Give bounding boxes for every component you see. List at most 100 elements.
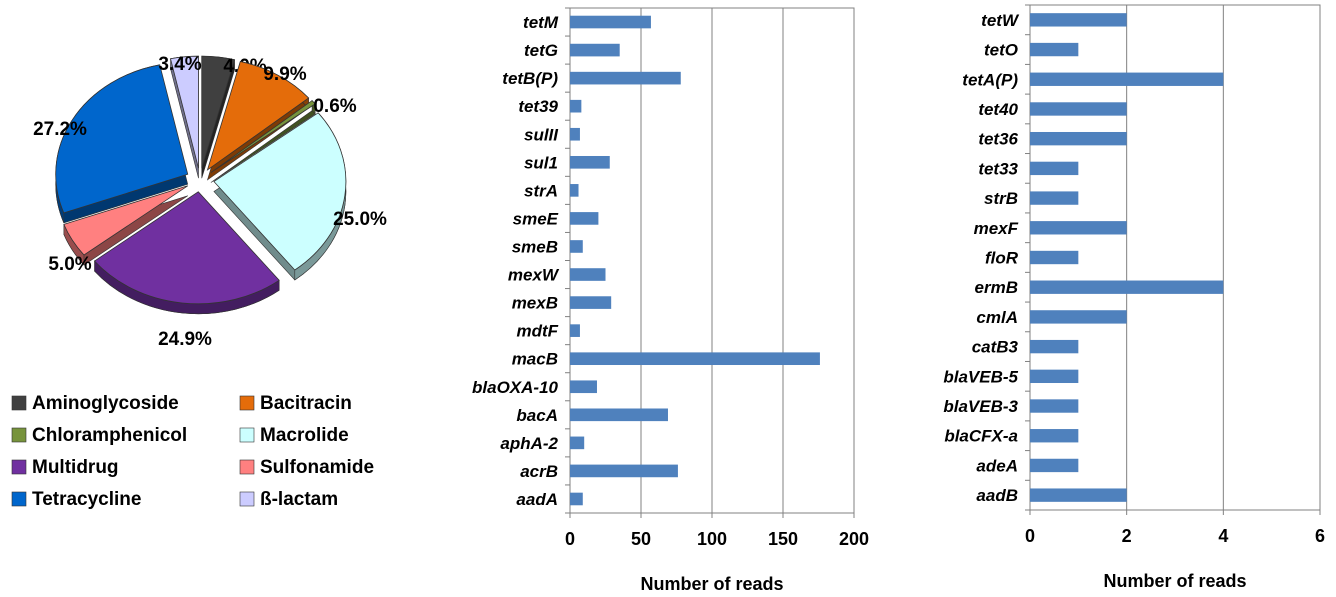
legend-label: Chloramphenicol	[32, 425, 187, 446]
category-label-tet40: tet40	[978, 100, 1018, 119]
bar-adea	[1030, 458, 1079, 473]
legend-item-tetracycline: Tetracycline	[11, 489, 141, 510]
x-tick-label: 50	[631, 529, 651, 549]
bar-tetm	[570, 15, 651, 29]
x-axis-title: Number of reads	[640, 574, 783, 594]
legend-item-bacitracin: Bacitracin	[239, 393, 352, 414]
x-tick-label: 6	[1315, 526, 1325, 546]
x-tick-label: 2	[1122, 526, 1132, 546]
category-label-ermb: ermB	[975, 278, 1018, 297]
bar-blaveb-5	[1030, 369, 1079, 384]
category-label-blaveb-5: blaVEB-5	[943, 367, 1018, 386]
legend-item-lactam: ß-lactam	[239, 489, 338, 510]
pie-label-chloramphenicol: 0.6%	[313, 96, 356, 117]
category-label-adea: adeA	[976, 456, 1018, 475]
bar-blaveb-3	[1030, 399, 1079, 413]
pie-label-sulfonamide: 5.0%	[48, 254, 91, 275]
category-label-blaoxa-10: blaOXA-10	[472, 378, 559, 397]
legend-swatch	[239, 459, 255, 475]
pie-label-bacitracin: 9.9%	[263, 64, 306, 85]
bar-tet33	[1030, 161, 1079, 176]
category-label-aadb: aadB	[976, 486, 1018, 505]
legend-swatch	[239, 491, 255, 507]
bar-sul1	[570, 155, 610, 169]
pie-label-tetracycline: 27.2%	[33, 119, 87, 140]
bar-chart-right: 0 2 4 6 tetW tetO tetA(P) tet40 tet36 tet33 strB me…	[943, 4, 1325, 591]
bar-aada	[570, 492, 583, 506]
x-tick-label: 0	[1025, 526, 1035, 546]
legend-item-chloramphenicol: Chloramphenicol	[11, 425, 187, 446]
bar-blacfx-a	[1030, 429, 1079, 443]
bar-macb	[570, 352, 820, 366]
legend-swatch	[239, 395, 255, 411]
pie-label-macrolide: 25.0%	[333, 209, 387, 230]
category-label-sulii: sulII	[524, 125, 559, 144]
bar-smeb	[570, 240, 583, 253]
legend-label: Macrolide	[260, 425, 349, 446]
pie-slice-tetracycline	[55, 64, 189, 224]
category-label-catb3: catB3	[972, 338, 1019, 357]
legend-label: ß-lactam	[260, 489, 338, 510]
bar-apha-2	[570, 436, 585, 450]
bar-chart-left: 0 50 100 150 200 tetM tetG tetB(P) tet39 sulII sul…	[472, 7, 869, 594]
legend-label: Sulfonamide	[260, 457, 374, 478]
pie-slice-sulfonamide	[63, 185, 188, 266]
category-label-teto: tetO	[984, 41, 1018, 60]
pie-slice-lactam	[170, 55, 199, 179]
category-label-smee: smeE	[513, 209, 559, 228]
legend-swatch	[11, 491, 27, 507]
category-label-cmla: cmlA	[976, 308, 1018, 327]
pie-label-multidrug: 24.9%	[158, 329, 212, 350]
legend-swatch	[11, 427, 27, 443]
bar-tet40	[1030, 102, 1127, 116]
category-label-mdtf: mdtF	[516, 322, 558, 341]
bar-baca	[570, 408, 668, 422]
x-tick-label: 4	[1218, 526, 1228, 546]
category-label-flor: floR	[985, 249, 1019, 268]
legend-item-macrolide: Macrolide	[239, 425, 349, 446]
pie-chart: 4.0%9.9%0.6%25.0%24.9%5.0%27.2%3.4%	[33, 54, 387, 350]
category-label-teta-p: tetA(P)	[962, 70, 1018, 89]
bar-flor	[1030, 250, 1079, 265]
legend-swatch	[11, 459, 27, 475]
category-label-mexb: mexB	[512, 294, 558, 313]
pie-slice-aminoglycoside	[201, 55, 236, 179]
legend-item-multidrug: Multidrug	[11, 457, 119, 478]
bar-teto	[1030, 42, 1079, 57]
x-tick-label: 0	[565, 529, 575, 549]
x-tick-label: 150	[768, 529, 798, 549]
bar-cmla	[1030, 310, 1127, 324]
x-axis-title: Number of reads	[1103, 571, 1246, 591]
category-label-acrb: acrB	[520, 462, 558, 481]
bar-ermb	[1030, 280, 1224, 294]
legend-label: Tetracycline	[32, 489, 141, 510]
bar-smee	[570, 212, 599, 225]
category-label-mexf: mexF	[974, 219, 1019, 238]
pie-legend: Aminoglycoside Bacitracin Chloramphenicol M…	[11, 393, 374, 510]
bar-tet36	[1030, 131, 1127, 146]
legend-label: Multidrug	[32, 457, 119, 478]
category-label-tetb-p: tetB(P)	[502, 69, 558, 88]
bar-mexb	[570, 296, 612, 309]
bar-aadb	[1030, 488, 1127, 502]
category-label-apha-2: aphA-2	[500, 434, 558, 453]
category-label-blaveb-3: blaVEB-3	[943, 397, 1018, 416]
category-label-tetw: tetW	[981, 11, 1020, 30]
category-label-tet33: tet33	[978, 159, 1018, 178]
bar-mexw	[570, 268, 606, 281]
bar-mexf	[1030, 221, 1127, 235]
category-label-smeb: smeB	[512, 237, 558, 256]
bar-strb	[1030, 191, 1079, 205]
legend-swatch	[239, 427, 255, 443]
legend-item-sulfonamide: Sulfonamide	[239, 457, 374, 478]
legend-label: Bacitracin	[260, 393, 352, 414]
category-label-blacfx-a: blaCFX-a	[944, 427, 1018, 446]
bar-tetg	[570, 43, 620, 57]
category-label-tetg: tetG	[524, 41, 558, 60]
category-label-tetm: tetM	[523, 13, 559, 32]
bar-teta-p	[1030, 72, 1224, 86]
legend-item-aminoglycoside: Aminoglycoside	[11, 393, 179, 414]
pie-slice-macrolide	[213, 112, 347, 281]
bar-acrb	[570, 464, 678, 478]
